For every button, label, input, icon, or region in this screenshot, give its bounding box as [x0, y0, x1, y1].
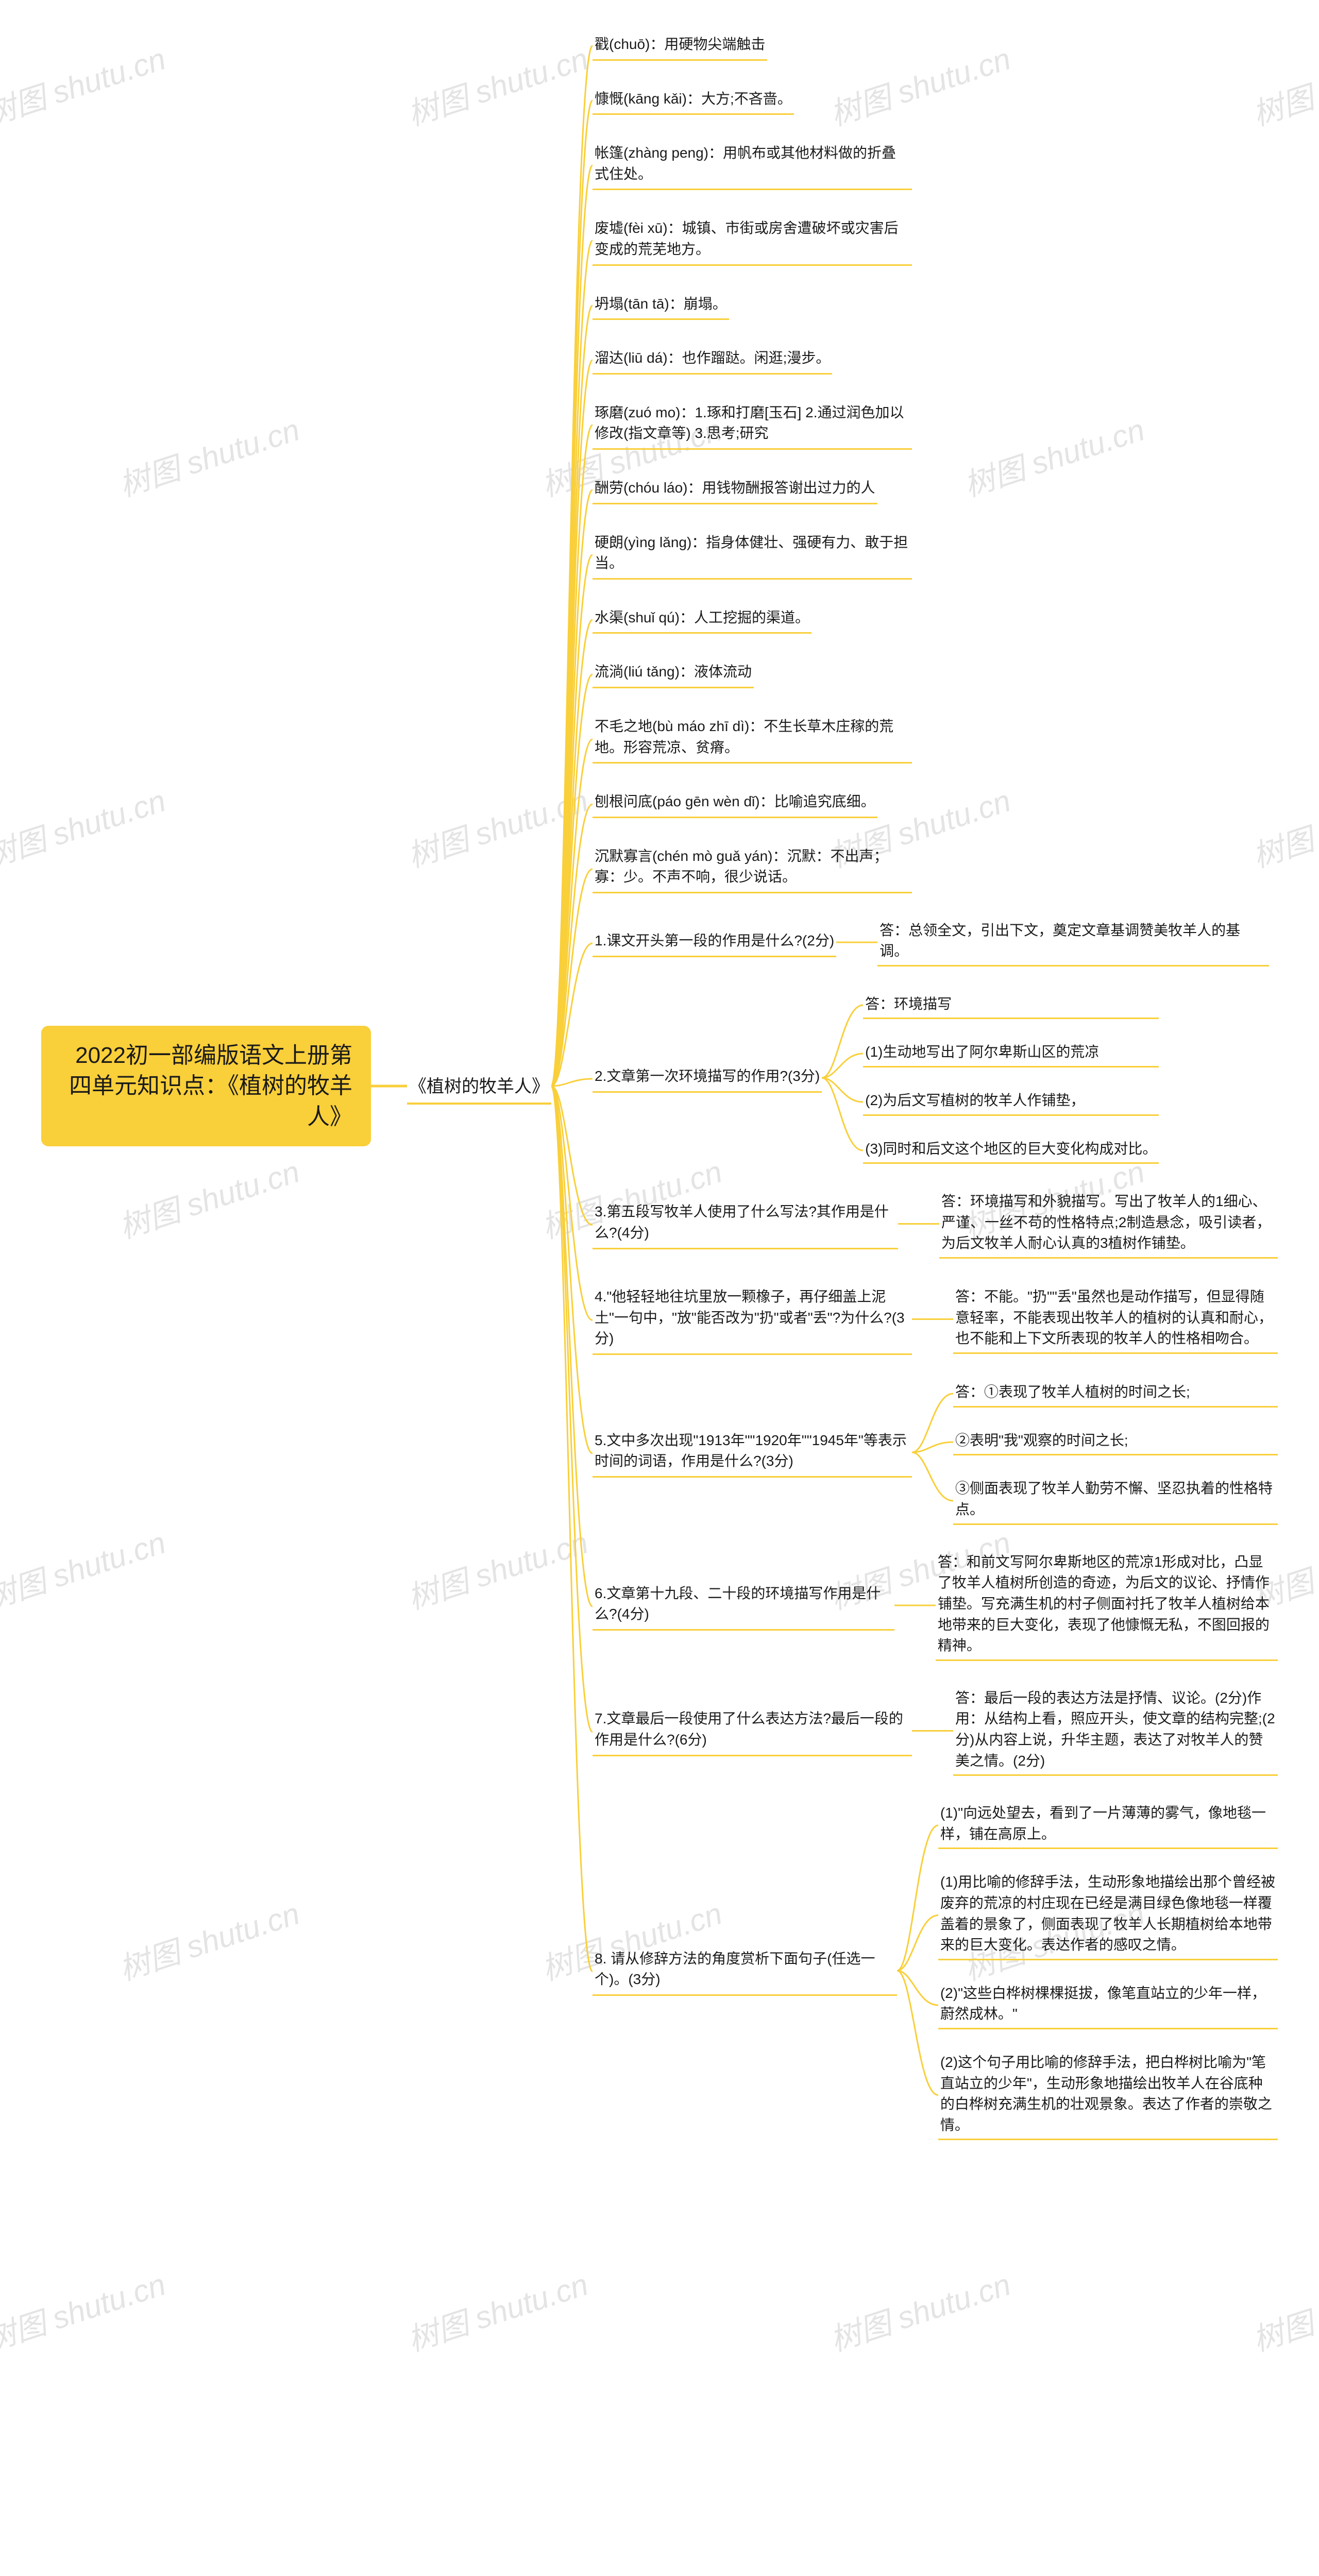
grandchild-node: 答：环境描写和外貌描写。写出了牧羊人的1细心、严谨、一丝不苟的性格特点;2制造悬…: [939, 1189, 1278, 1259]
watermark-text: 树图 shutu.cn: [824, 2260, 1016, 2360]
child-node: 流淌(liú tǎng)：液体流动: [593, 658, 754, 688]
child-node: 刨根问底(páo gēn wèn dǐ)：比喻追究底细。: [593, 788, 877, 818]
child-node: 2.文章第一次环境描写的作用?(3分): [593, 1063, 822, 1093]
child-node: 7.文章最后一段使用了什么表达方法?最后一段的作用是什么?(6分): [593, 1705, 912, 1756]
child-row: 5.文中多次出现"1913年""1920年""1945年"等表示时间的词语，作用…: [593, 1380, 1278, 1525]
child-node: 酬劳(chóu láo)：用钱物酬报答谢出过力的人: [593, 474, 877, 504]
grandchildren-list: 答：和前文写阿尔卑斯地区的荒凉1形成对比，凸显了牧羊人植树所创造的奇迹，为后文的…: [936, 1550, 1278, 1661]
grandchildren-list: 答：最后一段的表达方法是抒情、议论。(2分)作用：从结构上看，照应开头，使文章的…: [953, 1686, 1278, 1776]
child-node: 8. 请从修辞方法的角度赏析下面句子(任选一个)。(3分): [593, 1945, 897, 1996]
grandchild-node: 答：最后一段的表达方法是抒情、议论。(2分)作用：从结构上看，照应开头，使文章的…: [953, 1686, 1278, 1776]
child-row: 3.第五段写牧羊人使用了什么写法?其作用是什么?(4分) 答：环境描写和外貌描写。…: [593, 1189, 1278, 1259]
grandchild-node: 答：总领全文，引出下文，奠定文章基调赞美牧羊人的基调。: [877, 918, 1269, 967]
mindmap-root-container: 2022初一部编版语文上册第四单元知识点：《植树的牧羊人》 《植树的牧羊人》 戳…: [0, 0, 1319, 2182]
root-label: 2022初一部编版语文上册第四单元知识点：《植树的牧羊人》: [69, 1043, 352, 1129]
child-row: 水渠(shuǐ qú)：人工挖掘的渠道。: [593, 604, 1278, 634]
grandchildren-list: 答：不能。"扔""丢"虽然也是动作描写，但显得随意轻率，不能表现出牧羊人的植树的…: [953, 1284, 1278, 1354]
child-node: 1.课文开头第一段的作用是什么?(2分): [593, 927, 836, 957]
watermark-text: 树图 shutu.cn: [0, 2260, 171, 2360]
child-bracket: [894, 1550, 936, 1661]
grandchild-node: ③侧面表现了牧羊人勤劳不懈、坚忍执着的性格特点。: [953, 1476, 1278, 1524]
child-row: 酬劳(chóu láo)：用钱物酬报答谢出过力的人: [593, 474, 1278, 504]
child-row: 2.文章第一次环境描写的作用?(3分) 答：环境描写 (1)生动地写出了阿尔卑斯山区…: [593, 991, 1278, 1164]
child-node: 6.文章第十九段、二十段的环境描写作用是什么?(4分): [593, 1580, 894, 1631]
child-row: 琢磨(zuó mo)：1.琢和打磨[玉石] 2.通过润色加以修改(指文章等) 3…: [593, 399, 1278, 450]
child-node: 硬朗(yìng lǎng)：指身体健壮、强硬有力、敢于担当。: [593, 529, 912, 580]
child-bracket: [912, 1380, 953, 1525]
level2-wrap: 《植树的牧羊人》 戳(chuō)：用硬物尖端触击慷慨(kāng kǎi)：大方;…: [407, 31, 1278, 2141]
child-node: 5.文中多次出现"1913年""1920年""1945年"等表示时间的词语，作用…: [593, 1427, 912, 1478]
child-row: 废墟(fèi xū)：城镇、市街或房舍遭破坏或灾害后变成的荒芜地方。: [593, 215, 1278, 265]
grandchild-node: 答：环境描写: [863, 992, 1159, 1020]
grandchildren-list: 答：总领全文，引出下文，奠定文章基调赞美牧羊人的基调。: [877, 918, 1269, 967]
grandchild-node: 答：和前文写阿尔卑斯地区的荒凉1形成对比，凸显了牧羊人植树所创造的奇迹，为后文的…: [936, 1550, 1278, 1661]
child-bracket: [822, 991, 863, 1164]
grandchild-node: (1)用比喻的修辞手法，生动形象地描绘出那个曾经被废弃的荒凉的村庄现在已经是满目…: [938, 1870, 1278, 1960]
grandchild-node: (3)同时和后文这个地区的巨大变化构成对比。: [863, 1137, 1159, 1164]
level2-node: 《植树的牧羊人》: [407, 1068, 551, 1105]
child-node: 废墟(fèi xū)：城镇、市街或房舍遭破坏或灾害后变成的荒芜地方。: [593, 215, 912, 265]
child-row: 慷慨(kāng kǎi)：大方;不吝啬。: [593, 86, 1278, 115]
child-row: 4."他轻轻地往坑里放一颗橡子，再仔细盖上泥土"一句中，"放"能否改为"扔"或者…: [593, 1283, 1278, 1355]
child-node: 坍塌(tān tā)：崩塌。: [593, 291, 729, 320]
main-bracket: [551, 31, 593, 2141]
child-row: 1.课文开头第一段的作用是什么?(2分) 答：总领全文，引出下文，奠定文章基调赞美…: [593, 918, 1278, 967]
watermark-text: 树图 shutu.cn: [1246, 2260, 1319, 2360]
child-bracket: [912, 1284, 953, 1354]
grandchild-node: (2)"这些白桦树棵棵挺拔，像笔直站立的少年一样，蔚然成林。": [938, 1981, 1278, 2029]
child-node: 水渠(shuǐ qú)：人工挖掘的渠道。: [593, 604, 811, 634]
child-row: 帐篷(zhàng peng)：用帆布或其他材料做的折叠式住处。: [593, 140, 1278, 190]
fan-container: 戳(chuō)：用硬物尖端触击慷慨(kāng kǎi)：大方;不吝啬。帐篷(zh…: [551, 31, 1278, 2141]
child-node: 4."他轻轻地往坑里放一颗橡子，再仔细盖上泥土"一句中，"放"能否改为"扔"或者…: [593, 1283, 912, 1355]
grandchild-node: (2)为后文写植树的牧羊人作铺垫，: [863, 1088, 1159, 1116]
child-row: 8. 请从修辞方法的角度赏析下面句子(任选一个)。(3分) (1)"向远处望去，看…: [593, 1801, 1278, 2140]
root-node: 2022初一部编版语文上册第四单元知识点：《植树的牧羊人》: [41, 1026, 371, 1146]
child-bracket: [898, 1189, 939, 1259]
child-bracket: [836, 918, 877, 967]
child-node: 溜达(liū dá)：也作蹓跶。闲逛;漫步。: [593, 345, 832, 375]
grandchildren-list: 答：①表现了牧羊人植树的时间之长; ②表明"我"观察的时间之长; ③侧面表现了牧羊人…: [953, 1380, 1278, 1524]
child-row: 戳(chuō)：用硬物尖端触击: [593, 31, 1278, 61]
child-node: 帐篷(zhàng peng)：用帆布或其他材料做的折叠式住处。: [593, 140, 912, 190]
child-node: 戳(chuō)：用硬物尖端触击: [593, 31, 767, 61]
child-row: 不毛之地(bù máo zhī dì)：不生长草木庄稼的荒地。形容荒凉、贫瘠。: [593, 713, 1278, 764]
grandchildren-list: (1)"向远处望去，看到了一片薄薄的雾气，像地毯一样，铺在高原上。 (1)用比喻的…: [938, 1801, 1278, 2140]
children-list: 戳(chuō)：用硬物尖端触击慷慨(kāng kǎi)：大方;不吝啬。帐篷(zh…: [593, 31, 1278, 2141]
child-node: 慷慨(kāng kǎi)：大方;不吝啬。: [593, 86, 794, 115]
child-row: 流淌(liú tǎng)：液体流动: [593, 658, 1278, 688]
grandchild-node: 答：不能。"扔""丢"虽然也是动作描写，但显得随意轻率，不能表现出牧羊人的植树的…: [953, 1284, 1278, 1354]
child-row: 坍塌(tān tā)：崩塌。: [593, 291, 1278, 320]
grandchildren-list: 答：环境描写和外貌描写。写出了牧羊人的1细心、严谨、一丝不苟的性格特点;2制造悬…: [939, 1189, 1278, 1259]
child-row: 6.文章第十九段、二十段的环境描写作用是什么?(4分) 答：和前文写阿尔卑斯地区的…: [593, 1550, 1278, 1661]
child-bracket: [897, 1801, 938, 2140]
grandchildren-list: 答：环境描写 (1)生动地写出了阿尔卑斯山区的荒凉 (2)为后文写植树的牧羊人作铺垫…: [863, 992, 1159, 1164]
grandchild-node: (2)这个句子用比喻的修辞手法，把白桦树比喻为"笔直站立的少年"，生动形象地描绘…: [938, 2050, 1278, 2140]
child-row: 7.文章最后一段使用了什么表达方法?最后一段的作用是什么?(6分) 答：最后一段的…: [593, 1686, 1278, 1776]
child-bracket: [912, 1686, 953, 1776]
child-row: 硬朗(yìng lǎng)：指身体健壮、强硬有力、敢于担当。: [593, 529, 1278, 580]
root-connector: [371, 1076, 407, 1096]
grandchild-node: 答：①表现了牧羊人植树的时间之长;: [953, 1380, 1278, 1408]
child-node: 不毛之地(bù máo zhī dì)：不生长草木庄稼的荒地。形容荒凉、贫瘠。: [593, 713, 912, 764]
child-node: 琢磨(zuó mo)：1.琢和打磨[玉石] 2.通过润色加以修改(指文章等) 3…: [593, 399, 912, 450]
grandchild-node: (1)"向远处望去，看到了一片薄薄的雾气，像地毯一样，铺在高原上。: [938, 1801, 1278, 1849]
child-row: 刨根问底(páo gēn wèn dǐ)：比喻追究底细。: [593, 788, 1278, 818]
grandchild-node: ②表明"我"观察的时间之长;: [953, 1428, 1278, 1456]
level2-label: 《植树的牧羊人》: [409, 1077, 549, 1096]
grandchild-node: (1)生动地写出了阿尔卑斯山区的荒凉: [863, 1040, 1159, 1067]
child-row: 沉默寡言(chén mò guǎ yán)：沉默：不出声；寡：少。不声不响，很少…: [593, 843, 1278, 893]
child-node: 沉默寡言(chén mò guǎ yán)：沉默：不出声；寡：少。不声不响，很少…: [593, 843, 912, 893]
child-node: 3.第五段写牧羊人使用了什么写法?其作用是什么?(4分): [593, 1198, 898, 1249]
watermark-text: 树图 shutu.cn: [401, 2260, 594, 2360]
child-row: 溜达(liū dá)：也作蹓跶。闲逛;漫步。: [593, 345, 1278, 375]
